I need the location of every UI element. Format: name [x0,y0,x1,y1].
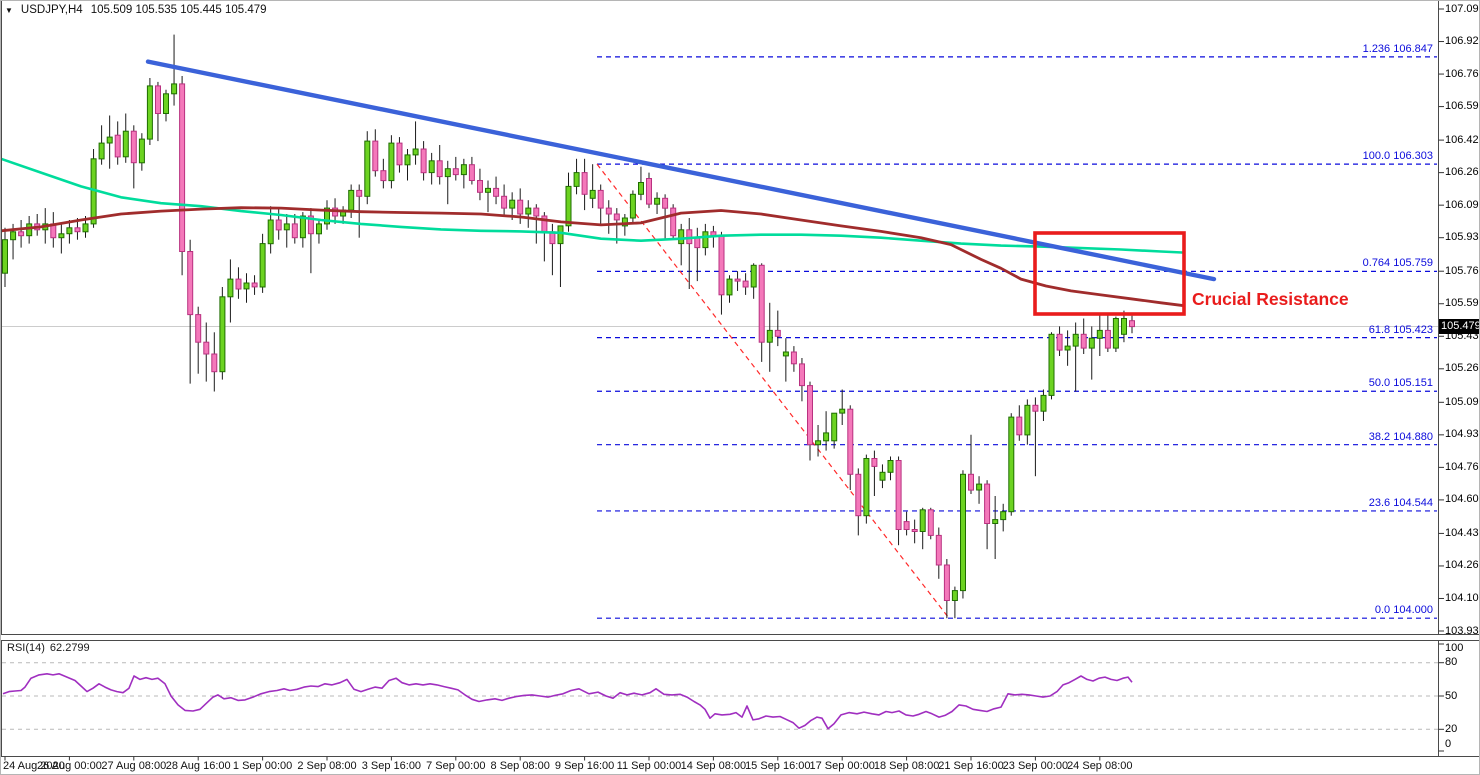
price-axis-label: 104.265 [1445,559,1479,572]
fib-label-50.0: 50.0 105.151 [1368,377,1433,390]
chevron-down-icon[interactable]: ▼ [5,5,13,15]
price-axis-label: 104.600 [1445,493,1479,506]
date-label[interactable]: 18 Sep 08:00 [873,760,940,772]
rsi-indicator-label: RSI(14) 62.2799 [7,642,90,654]
price-axis-label: 106.095 [1445,198,1479,211]
price-axis-label: 105.095 [1445,395,1479,408]
price-axis-label: 105.760 [1445,264,1479,277]
price-axis-label: 106.760 [1445,67,1479,80]
date-label[interactable]: 3 Sep 16:00 [361,760,422,772]
fib-label-1.236: 1.236 106.847 [1362,42,1433,55]
resistance-box [1033,231,1186,316]
price-axis-label: 103.935 [1445,624,1479,637]
fib-label-0.764: 0.764 105.759 [1362,257,1433,270]
price-axis-label: 105.595 [1445,297,1479,310]
price-axis-label: 106.425 [1445,133,1479,146]
date-label[interactable]: 11 Sep 00:00 [616,760,682,772]
rsi-scale-label: 80 [1445,656,1458,669]
rsi-value: 62.2799 [49,642,90,654]
date-label[interactable]: 27 Aug 08:00 [101,760,167,772]
rsi-scale-label: 100 [1445,642,1464,654]
panel-splitter[interactable] [1,634,1479,640]
price-axis-label: 107.090 [1445,2,1479,15]
symbol-timeframe-label: USDJPY,H4 [20,4,83,16]
price-axis-label: 104.930 [1445,428,1479,441]
rsi-scale-label: 50 [1445,689,1458,702]
price-axis-label: 104.100 [1445,591,1479,604]
date-label[interactable]: 8 Sep 08:00 [490,760,550,772]
date-label[interactable]: 2 Sep 08:00 [297,760,357,772]
price-axis-label: 105.930 [1445,231,1479,244]
date-label[interactable]: 17 Sep 00:00 [809,760,875,772]
date-label[interactable]: 24 Sep 08:00 [1067,760,1133,772]
chart-title-bar: ▼ USDJPY,H4 105.509 105.535 105.445 105.… [5,4,267,16]
date-label[interactable]: 24 Aug 2020 [3,760,65,772]
date-label[interactable]: 9 Sep 16:00 [554,760,615,772]
date-label[interactable]: 26 Aug 00:00 [36,760,102,772]
rsi-line [2,672,1133,730]
fib-label-100.0: 100.0 106.303 [1362,150,1433,163]
fib-label-61.8: 61.8 105.423 [1368,323,1433,336]
date-label[interactable]: 7 Sep 00:00 [426,760,486,772]
date-label[interactable]: 1 Sep 00:00 [232,760,293,772]
price-axis-label: 104.765 [1445,460,1479,473]
price-axis-label: 105.265 [1445,362,1479,375]
rsi-name: RSI(14) [7,642,45,654]
price-axis-label: 104.430 [1445,526,1479,539]
date-label[interactable]: 15 Sep 16:00 [745,760,811,772]
fib-diagonal-line [596,163,950,619]
crucial-resistance-annotation: Crucial Resistance [1192,289,1349,309]
date-label[interactable]: 14 Sep 08:00 [680,760,747,772]
rsi-scale-label: 20 [1445,722,1458,735]
price-axis-label: 106.595 [1445,100,1479,113]
date-label[interactable]: 23 Sep 00:00 [1002,760,1069,772]
date-label[interactable]: 28 Aug 16:00 [165,760,231,772]
price-axis-label: 106.925 [1445,35,1479,48]
date-label[interactable]: 21 Sep 16:00 [938,760,1004,772]
price-axis-label: 106.260 [1445,166,1479,179]
ohlc-readout: 105.509 105.535 105.445 105.479 [90,4,267,16]
rsi-scale-label: 0 [1445,738,1452,750]
fib-label-38.2: 38.2 104.880 [1368,430,1433,443]
fib-label-23.6: 23.6 104.544 [1368,496,1433,509]
current-price-badge: 105.479 [1439,319,1479,334]
fib-label-0.0: 0.0 104.000 [1374,604,1433,617]
ma-line-teal [1,157,1184,254]
candlestick-series [2,83,1135,601]
